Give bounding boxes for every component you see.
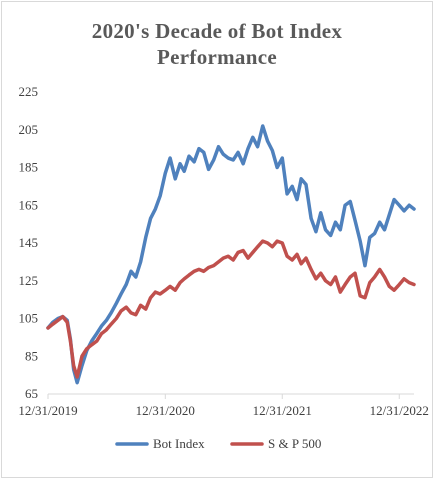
series-lines [46,124,416,385]
legend: Bot Index S & P 500 [115,436,321,451]
y-tick-label: 65 [25,386,38,401]
y-tick-label: 165 [19,197,39,212]
y-tick-label: 185 [19,160,39,175]
chart-title: 2020's Decade of Bot Index Performance [0,18,434,70]
legend-label-bot-index: Bot Index [153,436,205,451]
y-tick-label: 85 [25,348,38,363]
legend-label-s-p-500: S & P 500 [268,436,321,451]
chart-title-line-1: 2020's Decade of Bot Index [91,19,343,43]
series-line-bot-index [46,124,416,385]
chart-title-line-2: Performance [157,45,277,69]
x-axis-ticks [47,394,400,399]
series-line-s-p-500 [46,239,416,379]
y-tick-label: 125 [19,273,39,288]
y-axis-labels: 65 85 105 125 145 165 185 205 225 [19,84,39,401]
x-tick-label: 12/31/2022 [370,403,429,418]
y-tick-label: 145 [19,235,39,250]
y-tick-label: 105 [19,311,39,326]
x-tick-label: 12/31/2020 [136,403,195,418]
x-tick-label: 12/31/2021 [253,403,312,418]
x-tick-label: 12/31/2019 [18,403,77,418]
y-tick-label: 225 [19,84,39,99]
y-tick-label: 205 [19,122,39,137]
x-axis-labels: 12/31/2019 12/31/2020 12/31/2021 12/31/2022 [18,403,428,418]
